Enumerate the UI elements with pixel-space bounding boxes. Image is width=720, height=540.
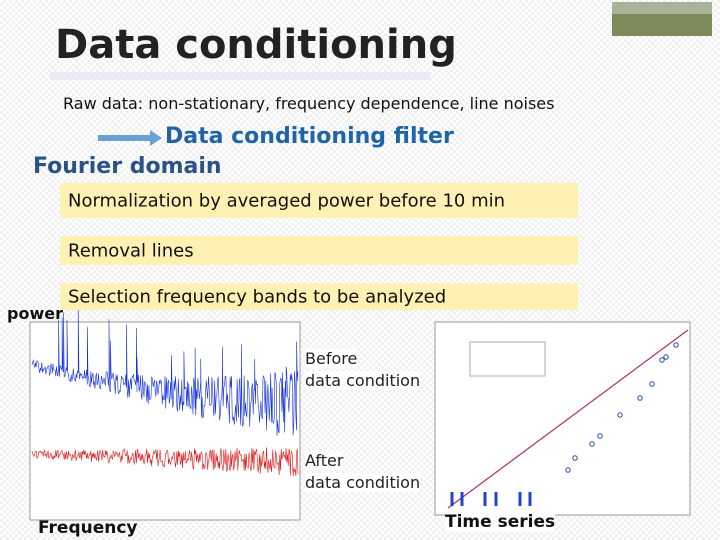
event-point: [673, 342, 679, 348]
filter-label: Data conditioning filter: [165, 124, 454, 149]
event-point: [597, 433, 603, 439]
plot-frame: [29, 321, 301, 521]
step: Selection frequency bands to be analyzed: [68, 286, 447, 307]
before-label: data condition: [305, 371, 421, 390]
domain-label: Fourier domain: [33, 154, 222, 179]
event-point: [637, 395, 643, 401]
step-box: Normalization by averaged power before 1…: [60, 183, 578, 218]
legend-box: [469, 341, 546, 377]
before-label: Before: [305, 349, 358, 368]
event-point: [572, 455, 578, 461]
timeseries-plot: [434, 321, 691, 516]
y-label: power: [7, 304, 63, 323]
arrow-head: [150, 130, 162, 146]
step: Normalization by averaged power before 1…: [68, 190, 506, 211]
event-point: [663, 354, 669, 360]
spectrum-plot: [29, 307, 301, 521]
event-point: [565, 467, 571, 473]
spectrum-before: [31, 307, 299, 436]
step-box: Selection frequency bands to be analyzed: [60, 283, 578, 310]
step: Removal lines: [68, 240, 194, 261]
step-box: Removal lines: [60, 236, 578, 265]
event-point: [617, 412, 623, 418]
event-point: [589, 441, 595, 447]
intro: Raw data: non-stationary, frequency depe…: [63, 94, 555, 113]
after-label: After: [305, 451, 344, 470]
spectrum-after: [31, 447, 299, 477]
event-point: [659, 357, 665, 363]
right-label: Time series: [445, 512, 556, 532]
plot-frame: [434, 321, 691, 516]
fit-line: [447, 329, 689, 509]
title-underline: [50, 72, 430, 80]
x-label: Frequency: [38, 518, 138, 538]
event-point: [649, 381, 655, 387]
after-label: data condition: [305, 473, 421, 492]
title: Data conditioning: [55, 22, 457, 68]
photo-sky: [612, 2, 712, 14]
